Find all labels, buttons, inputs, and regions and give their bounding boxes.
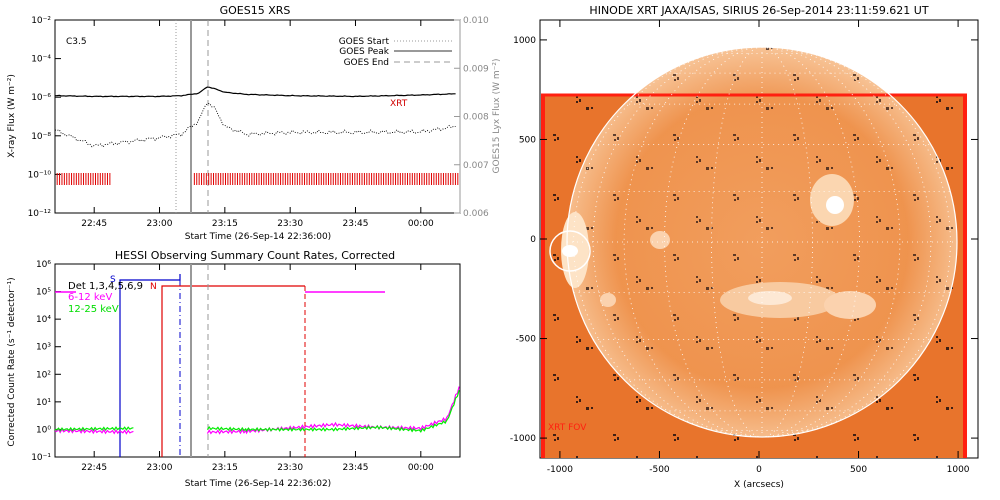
hessi-time-label: 23:30 bbox=[277, 463, 303, 473]
goes-long-channel-line bbox=[54, 86, 456, 98]
goes-time-label: 22:45 bbox=[81, 219, 107, 229]
xrt-panel: HINODE XRT JAXA/ISAS, SIRIUS 26-Sep-2014… bbox=[510, 4, 979, 490]
goes-right-tick-label: 0.006 bbox=[463, 209, 489, 219]
hessi-y-tick-label: 10⁶ bbox=[36, 260, 51, 270]
flare-highlight-circle bbox=[549, 230, 591, 272]
hessi-ylabel: Corrected Count Rate (s⁻¹ detector⁻¹) bbox=[7, 277, 17, 446]
hessi-y-tick-label: 10⁴ bbox=[36, 315, 51, 325]
goes-time-label: 23:45 bbox=[343, 219, 369, 229]
xrt-x-tick-label: 0 bbox=[756, 465, 762, 475]
hessi-time-ticks: 22:45 23:00 23:15 23:30 23:45 00:00 bbox=[81, 264, 434, 473]
hessi-time-label: 00:00 bbox=[408, 463, 434, 473]
goes-right-tick-label: 0.008 bbox=[463, 113, 489, 123]
goes-left-tick-label: 10⁻¹² bbox=[28, 209, 52, 219]
xrt-x-tick-label: 1000 bbox=[947, 465, 970, 475]
xrt-y-tick-label: -500 bbox=[516, 335, 537, 345]
goes-right-tick-label: 0.009 bbox=[463, 64, 489, 74]
hessi-red-state-line bbox=[161, 285, 305, 457]
goes-left-tick-label: 10⁻¹⁰ bbox=[28, 170, 52, 180]
goes-time-label: 23:30 bbox=[277, 219, 303, 229]
goes-time-label: 23:00 bbox=[147, 219, 173, 229]
active-region-sw bbox=[600, 293, 616, 307]
hessi-xlabel: Start Time (26-Sep-14 22:36:02) bbox=[185, 479, 331, 489]
goes-legend-end: GOES End bbox=[344, 58, 389, 68]
goes-xlabel: Start Time (26-Sep-14 22:36:00) bbox=[185, 232, 331, 242]
goes-xrt-label: XRT bbox=[390, 99, 408, 109]
xrt-y-tick-label: 0 bbox=[530, 235, 536, 245]
goes-right-tick-label: 0.010 bbox=[463, 16, 489, 26]
hessi-flag-n: N bbox=[150, 282, 157, 292]
goes-short-channel-line bbox=[54, 103, 456, 148]
hessi-12-25kev-line bbox=[54, 389, 460, 433]
goes-panel: GOES15 XRS 10⁻² 10⁻⁴ 10⁻⁶ 10⁻⁸ 10⁻¹⁰ 10⁻¹² 0.… bbox=[7, 4, 502, 242]
hessi-time-label: 23:15 bbox=[212, 463, 238, 473]
hessi-flag-s: S bbox=[110, 275, 116, 285]
xrt-y-tick-label: -1000 bbox=[510, 434, 536, 444]
hessi-legend-6-12: 6-12 keV bbox=[68, 292, 112, 303]
goes-left-ticks: 10⁻² 10⁻⁴ 10⁻⁶ 10⁻⁸ 10⁻¹⁰ 10⁻¹² bbox=[28, 16, 61, 219]
xrt-x-tick-label: 500 bbox=[850, 465, 867, 475]
goes-left-tick-label: 10⁻² bbox=[31, 16, 51, 26]
hessi-y-tick-label: 10⁵ bbox=[36, 288, 51, 298]
active-region-w bbox=[650, 231, 670, 249]
goes-legend-start: GOES Start bbox=[339, 37, 390, 47]
hessi-y-tick-label: 10⁻¹ bbox=[31, 453, 51, 463]
hessi-time-label: 23:00 bbox=[147, 463, 173, 473]
goes-time-ticks: 22:45 23:00 23:15 23:30 23:45 00:00 bbox=[81, 20, 434, 229]
longitude-line bbox=[761, 46, 813, 438]
hessi-y-tick-label: 10³ bbox=[36, 343, 51, 353]
longitude-line bbox=[573, 46, 763, 438]
goes-time-label: 23:15 bbox=[212, 219, 238, 229]
hessi-blue-state-line bbox=[119, 274, 181, 457]
xrt-y-tick-label: 500 bbox=[519, 135, 536, 145]
xrt-fov-label: XRT FOV bbox=[548, 423, 587, 433]
goes-class-label: C3.5 bbox=[66, 37, 87, 47]
goes-ylabel-left: X-ray Flux (W m⁻²) bbox=[7, 74, 17, 158]
hessi-y-tick-label: 10⁰ bbox=[36, 425, 51, 435]
hessi-plot-frame bbox=[54, 263, 461, 458]
xrt-observation-bars bbox=[56, 173, 459, 185]
goes-ylabel-right: GOES15 Lyx Flux (W m⁻²) bbox=[492, 59, 502, 174]
active-region-ne-core bbox=[826, 196, 844, 214]
hessi-y-tick-label: 10¹ bbox=[36, 398, 51, 408]
active-region-se bbox=[824, 291, 876, 319]
goes-title: GOES15 XRS bbox=[220, 4, 291, 17]
hessi-6-12kev-line bbox=[54, 386, 460, 435]
xrt-title: HINODE XRT JAXA/ISAS, SIRIUS 26-Sep-2014… bbox=[589, 4, 928, 17]
heliographic-grid bbox=[567, 46, 957, 438]
goes-left-tick-label: 10⁻⁸ bbox=[31, 132, 51, 142]
hessi-y-tick-label: 10² bbox=[36, 370, 51, 380]
goes-time-label: 00:00 bbox=[408, 219, 434, 229]
xrt-y-tick-label: 1000 bbox=[513, 36, 536, 46]
xrt-x-tick-label: -500 bbox=[649, 465, 670, 475]
hessi-legend: Det 1,3,4,5,6,9 6-12 keV 12-25 keV bbox=[68, 281, 143, 315]
hessi-legend-det: Det 1,3,4,5,6,9 bbox=[68, 281, 143, 292]
xrt-x-ticks: -1000 -500 0 500 1000 bbox=[547, 20, 970, 475]
goes-plot-frame bbox=[54, 19, 461, 214]
goes-left-tick-label: 10⁻⁴ bbox=[31, 55, 51, 65]
goes-right-tick-label: 0.007 bbox=[463, 161, 489, 171]
goes-left-tick-label: 10⁻⁶ bbox=[31, 93, 51, 103]
hessi-y-ticks: 10⁶ 10⁵ 10⁴ 10³ 10² 10¹ 10⁰ 10⁻¹ bbox=[31, 260, 61, 463]
xrt-y-ticks: 1000 500 0 -500 -1000 bbox=[510, 36, 978, 444]
active-region-flare bbox=[562, 245, 578, 257]
hessi-panel: HESSI Observing Summary Count Rates, Cor… bbox=[7, 249, 461, 489]
longitude-line bbox=[761, 46, 951, 438]
hessi-title: HESSI Observing Summary Count Rates, Cor… bbox=[115, 249, 395, 262]
hessi-time-label: 23:45 bbox=[343, 463, 369, 473]
active-region-center-core bbox=[748, 291, 792, 305]
goes-legend: GOES Start GOES Peak GOES End bbox=[339, 37, 452, 68]
xrt-x-tick-label: -1000 bbox=[547, 465, 573, 475]
hessi-time-label: 22:45 bbox=[81, 463, 107, 473]
goes-legend-peak: GOES Peak bbox=[339, 47, 389, 57]
hessi-legend-12-25: 12-25 keV bbox=[68, 304, 119, 315]
solar-limb bbox=[566, 46, 958, 438]
goes-right-ticks: 0.010 0.009 0.008 0.007 0.006 bbox=[454, 16, 489, 219]
longitude-line bbox=[711, 46, 763, 438]
xrt-xlabel: X (arcsecs) bbox=[734, 480, 784, 490]
